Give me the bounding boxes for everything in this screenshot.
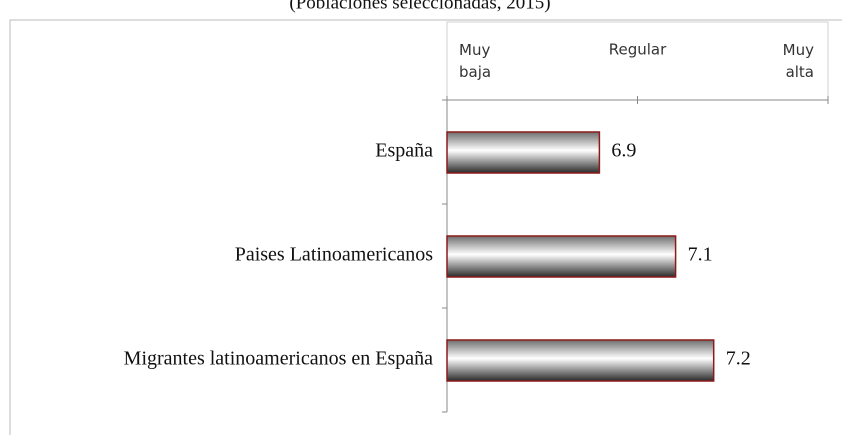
bar (446, 131, 601, 174)
bar (446, 339, 715, 382)
scale-header (446, 21, 829, 101)
bar (446, 235, 677, 278)
chart-frame (9, 19, 842, 435)
x-tick-label: Muy baja (459, 41, 491, 81)
x-tick-label: Regular (609, 41, 667, 59)
x-tick-label: Muy alta (783, 41, 814, 81)
chart-subtitle: (Poblaciones seleccionadas, 2015) (289, 0, 550, 13)
category-label: Paises Latinoamericanos (235, 244, 433, 266)
value-label: 6.9 (611, 140, 636, 162)
value-label: 7.1 (688, 244, 713, 266)
category-label: España (375, 140, 433, 162)
category-label: Migrantes latinoamericanos en España (124, 348, 433, 370)
value-label: 7.2 (726, 348, 751, 370)
